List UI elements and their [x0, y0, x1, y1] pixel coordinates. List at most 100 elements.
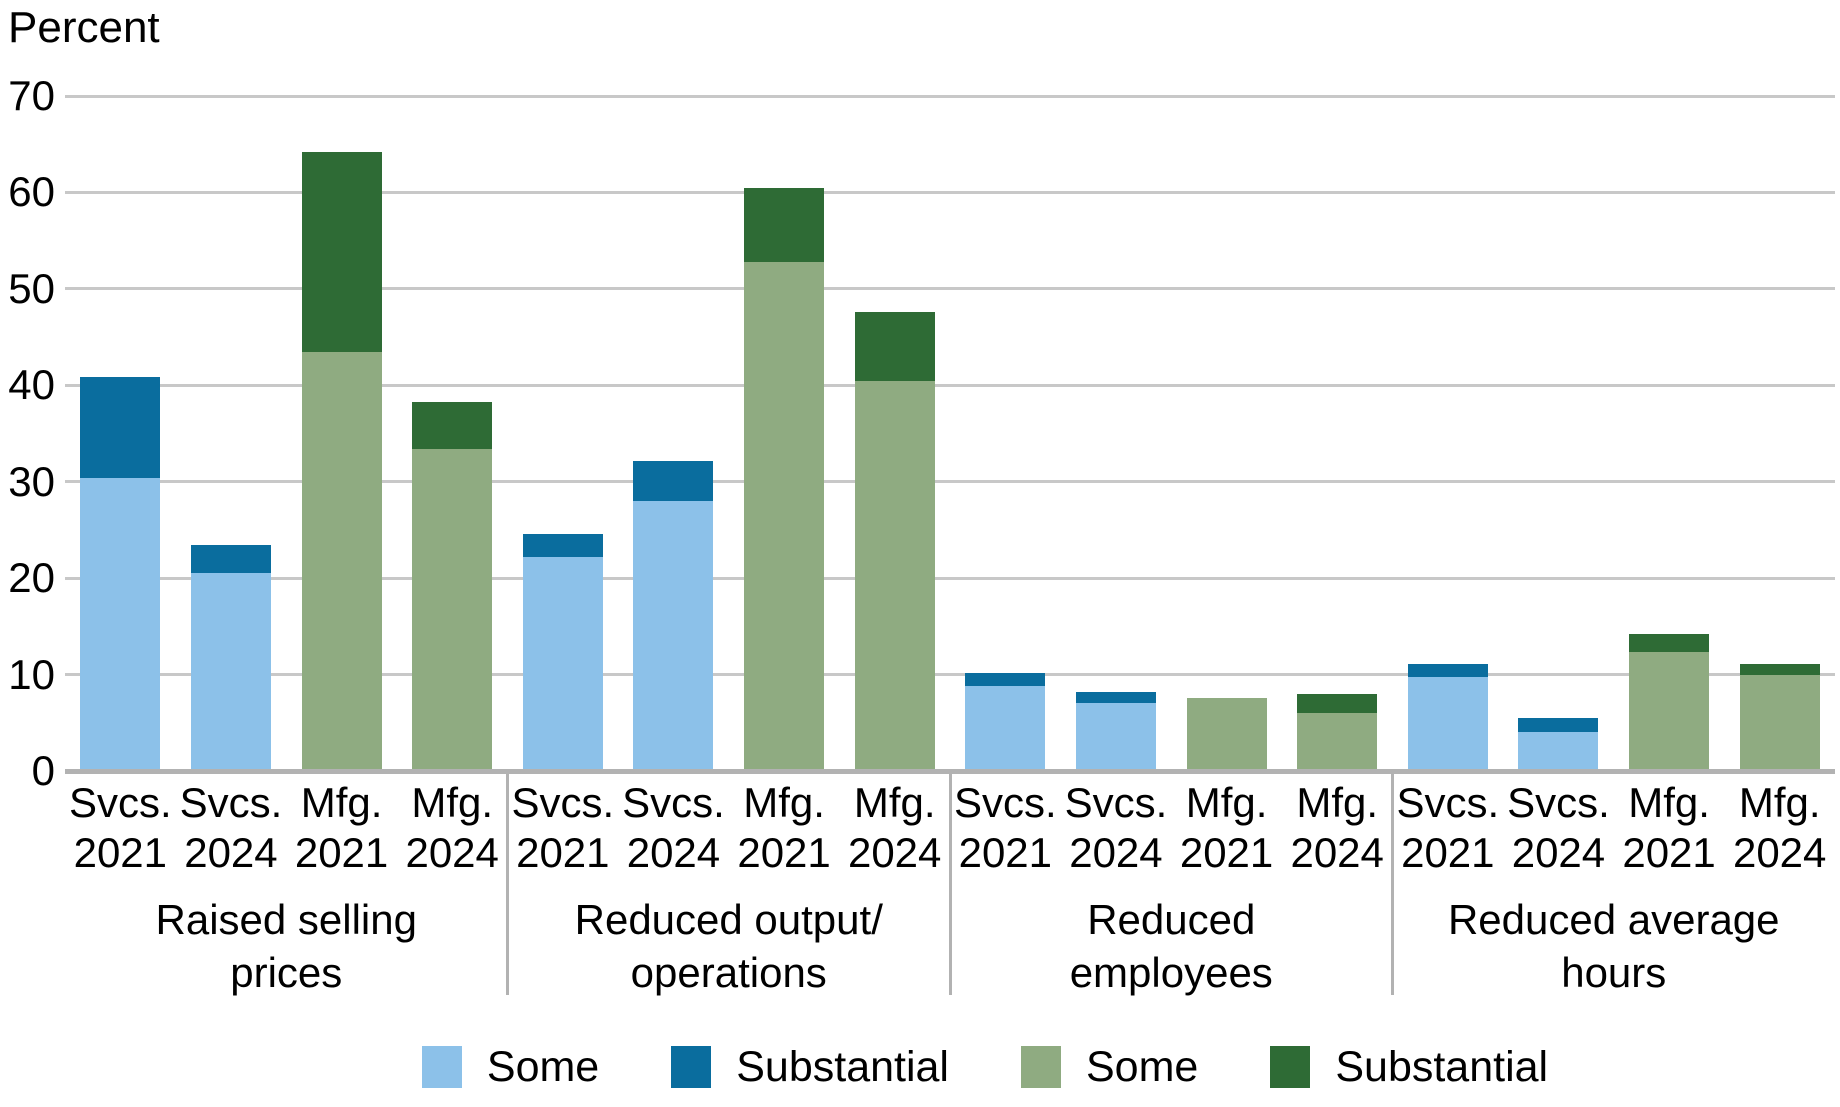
legend-label: Some — [486, 1043, 600, 1091]
bar-reduced-output-operations-mfg-2021 — [744, 187, 825, 771]
legend-swatch-services-substantial — [671, 1046, 712, 1088]
x-tick-line-2: 2021 — [1401, 829, 1495, 876]
x-tick-label: Svcs. 2024 — [1478, 778, 1638, 878]
bar-reduced-output-operations-mfg-2024 — [854, 312, 935, 771]
x-tick-line-1: Svcs. — [511, 779, 615, 826]
x-tick-line-1: Mfg. — [300, 779, 383, 826]
y-axis-title: Percent — [8, 3, 160, 52]
group-separator — [506, 770, 509, 995]
x-tick-line-1: Mfg. — [411, 779, 494, 826]
legend-swatch-manufacturing-some — [1021, 1046, 1061, 1088]
segment-some — [522, 556, 603, 771]
bar-raised-selling-prices-mfg-2021 — [301, 151, 382, 771]
x-tick-line-2: 2021 — [294, 829, 389, 876]
bar-reduced-employees-mfg-2024 — [1297, 693, 1378, 771]
gridline-60 — [65, 190, 1835, 194]
bar-raised-selling-prices-mfg-2024 — [412, 401, 493, 771]
x-tick-line-1: Svcs. — [68, 779, 172, 826]
x-tick-label: Svcs. 2021 — [1368, 778, 1528, 878]
bar-reduced-employees-svcs-2024 — [1075, 691, 1156, 771]
segment-substantial — [301, 151, 382, 353]
segment-substantial — [1297, 693, 1378, 714]
x-tick-line-1: Svcs. — [179, 779, 283, 826]
segment-substantial — [854, 312, 935, 382]
group-label-line-2: employees — [1069, 949, 1273, 996]
group-separator — [948, 770, 952, 995]
legend-swatch-manufacturing-substantial — [1270, 1046, 1311, 1088]
group-separator — [1391, 770, 1394, 995]
bar-raised-selling-prices-svcs-2024 — [190, 545, 271, 771]
gridline-40 — [65, 383, 1835, 387]
x-tick-label: Mfg. 2021 — [704, 778, 864, 878]
segment-substantial — [1075, 691, 1156, 704]
segment-some — [744, 261, 825, 771]
x-axis-baseline — [65, 769, 1835, 774]
y-tick-label-30: 30 — [8, 457, 55, 505]
x-tick-line-1: Mfg. — [743, 779, 825, 826]
x-tick-label: Svcs. 2024 — [151, 778, 311, 878]
segment-substantial — [1629, 634, 1710, 653]
x-tick-label: Mfg. 2024 — [1257, 778, 1417, 878]
segment-substantial — [1518, 717, 1599, 733]
legend: Some Substantial Some Substantial — [0, 1044, 1840, 1090]
bar-reduced-average-hours-svcs-2024 — [1518, 717, 1599, 771]
legend-item-manufacturing-some: Some — [1021, 1044, 1198, 1090]
x-tick-line-1: Svcs. — [1507, 779, 1610, 826]
x-tick-line-1: Mfg. — [1738, 779, 1821, 826]
x-tick-line-2: 2024 — [1732, 829, 1827, 876]
x-tick-label: Mfg. 2021 — [1147, 778, 1307, 878]
x-tick-line-2: 2024 — [1069, 829, 1163, 876]
segment-some — [1297, 713, 1378, 771]
x-tick-line-2: 2021 — [516, 829, 610, 876]
x-tick-line-1: Mfg. — [1628, 779, 1710, 826]
legend-label: Substantial — [736, 1043, 949, 1091]
x-tick-line-1: Svcs. — [1396, 779, 1500, 826]
x-tick-line-2: 2024 — [1290, 829, 1384, 876]
segment-some — [854, 381, 935, 771]
x-tick-label: Svcs. 2021 — [925, 778, 1085, 878]
segment-some — [80, 477, 161, 771]
segment-substantial — [190, 545, 271, 574]
segment-substantial — [1407, 663, 1488, 678]
y-tick-label-20: 20 — [8, 554, 55, 602]
segment-some — [190, 573, 271, 771]
segment-substantial — [965, 672, 1046, 687]
bar-reduced-average-hours-mfg-2021 — [1629, 634, 1710, 771]
group-label-line-2: prices — [230, 949, 343, 996]
bar-reduced-average-hours-svcs-2021 — [1407, 663, 1488, 771]
segment-some — [301, 352, 382, 771]
group-label-line-1: Reduced output/ — [574, 896, 883, 943]
x-tick-line-1: Mfg. — [1296, 779, 1379, 826]
x-tick-line-1: Svcs. — [622, 779, 725, 826]
x-tick-line-2: 2021 — [958, 829, 1053, 876]
x-tick-label: Svcs. 2021 — [483, 778, 643, 878]
x-tick-label: Svcs. 2021 — [40, 778, 200, 878]
gridline-20 — [65, 576, 1835, 580]
bar-reduced-employees-svcs-2021 — [965, 672, 1046, 771]
segment-substantial — [412, 401, 493, 449]
segment-substantial — [633, 460, 714, 501]
segment-some — [412, 448, 493, 771]
bar-raised-selling-prices-svcs-2021 — [80, 376, 161, 771]
segment-some — [1629, 652, 1710, 771]
segment-substantial — [80, 376, 161, 478]
y-tick-label-0: 0 — [31, 747, 55, 794]
group-label-line-1: Reduced — [1087, 896, 1256, 943]
gridline-30 — [65, 480, 1835, 484]
group-label-3: Reduced employees — [951, 893, 1391, 999]
gridline-70 — [65, 94, 1835, 98]
x-tick-line-2: 2024 — [626, 829, 721, 876]
group-label-line-1: Raised selling — [155, 896, 417, 943]
segment-some — [1407, 677, 1488, 771]
x-tick-line-1: Mfg. — [1185, 779, 1268, 826]
segment-some — [1075, 703, 1156, 771]
x-tick-line-2: 2021 — [73, 829, 168, 876]
y-tick-label-60: 60 — [8, 168, 55, 216]
x-tick-line-1: Svcs. — [1064, 779, 1168, 826]
x-tick-line-2: 2024 — [405, 829, 499, 876]
x-tick-label: Svcs. 2024 — [1036, 778, 1196, 878]
x-tick-line-1: Mfg. — [853, 779, 936, 826]
x-tick-label: Mfg. 2021 — [1589, 778, 1749, 878]
plot-area — [65, 94, 1835, 774]
